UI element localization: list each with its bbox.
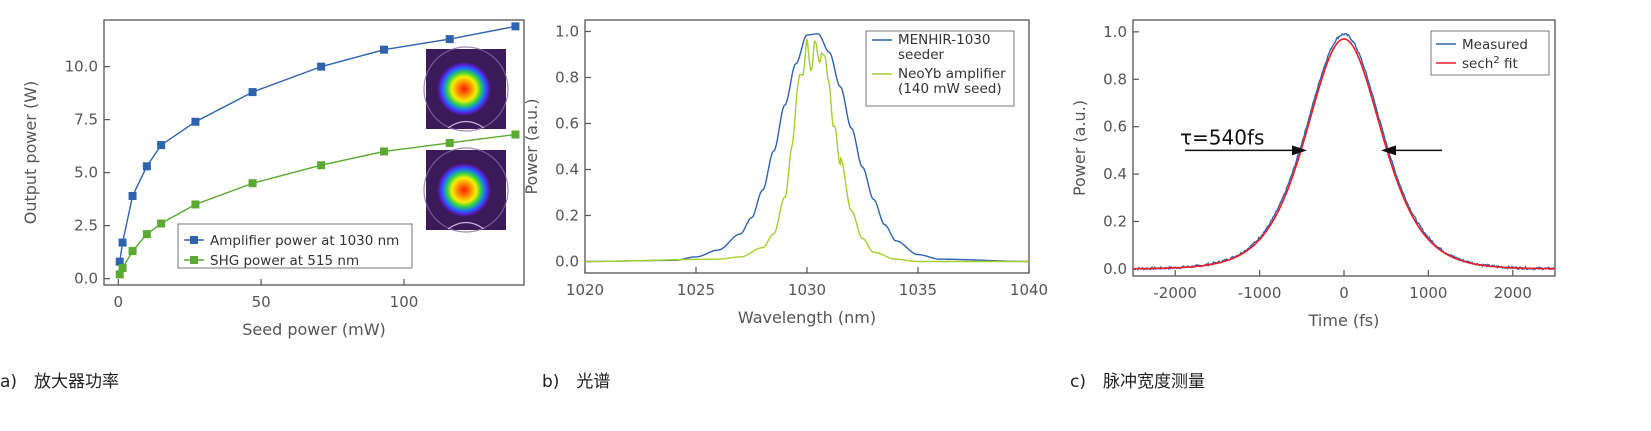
y-tick-label: 0.6 xyxy=(1103,118,1127,136)
y-tick-label: 1.0 xyxy=(555,23,579,41)
x-tick-label: 100 xyxy=(390,293,419,311)
caption-b: b) 光谱 xyxy=(542,372,610,392)
x-tick-label: 0 xyxy=(114,293,124,311)
y-tick-label: 0.4 xyxy=(1103,165,1127,183)
caption-a: a) 放大器功率 xyxy=(0,372,119,392)
data-point-amplifier xyxy=(317,62,326,71)
data-point-shg xyxy=(511,130,520,139)
data-point-shg xyxy=(248,179,257,188)
data-point-shg xyxy=(380,147,388,156)
legend-label: sech2 fit xyxy=(1462,55,1518,72)
y-tick-label: 1.0 xyxy=(1103,23,1127,41)
legend-label: Measured xyxy=(1462,37,1528,53)
x-tick-label: 1000 xyxy=(1409,284,1447,302)
beam-spot xyxy=(437,62,491,116)
y-tick-label: 2.5 xyxy=(74,217,98,235)
legend-marker xyxy=(190,236,198,244)
caption-c: c) 脉冲宽度测量 xyxy=(1070,372,1205,392)
y-axis-label: Output power (W) xyxy=(21,81,40,225)
y-tick-label: 5.0 xyxy=(74,164,98,182)
y-tick-label: 0.6 xyxy=(555,115,579,133)
data-point-amplifier xyxy=(248,88,257,97)
y-tick-label: 10.0 xyxy=(65,58,98,76)
y-tick-label: 0.0 xyxy=(1103,260,1127,278)
x-axis-label: Time (fs) xyxy=(1308,311,1380,330)
y-tick-label: 0.0 xyxy=(555,253,579,271)
data-point-amplifier xyxy=(511,22,520,31)
legend-label-tail: fit xyxy=(1500,56,1518,72)
y-axis-label: Power (a.u.) xyxy=(1070,100,1089,196)
data-point-shg xyxy=(128,247,137,256)
series-line-sech2-fit xyxy=(1132,38,1556,270)
y-tick-label: 0.2 xyxy=(1103,212,1127,230)
x-tick-label: -2000 xyxy=(1153,284,1197,302)
y-tick-label: 0.0 xyxy=(74,270,98,288)
x-tick-label: -1000 xyxy=(1238,284,1282,302)
data-point-shg xyxy=(191,200,200,209)
beam-halo-ring xyxy=(423,147,509,233)
data-point-amplifier xyxy=(380,45,388,54)
data-point-shg xyxy=(445,138,454,147)
data-point-shg xyxy=(115,270,124,279)
x-tick-label: 1025 xyxy=(677,281,715,299)
legend-label: SHG power at 515 nm xyxy=(210,253,359,269)
legend-label: (140 mW seed) xyxy=(898,81,1002,97)
data-point-amplifier xyxy=(445,35,454,44)
legend-label: MENHIR-1030 xyxy=(898,32,990,48)
data-point-shg xyxy=(118,264,127,273)
data-point-amplifier xyxy=(128,191,137,200)
data-point-amplifier xyxy=(191,117,200,126)
data-point-shg xyxy=(157,219,166,228)
legend-label-base: sech xyxy=(1462,56,1493,72)
fwhm-arrow-left-head xyxy=(1292,145,1307,156)
y-tick-label: 7.5 xyxy=(74,111,98,129)
legend-label-superscript: 2 xyxy=(1493,55,1499,66)
legend-label: Amplifier power at 1030 nm xyxy=(210,233,399,249)
y-tick-label: 0.2 xyxy=(555,207,579,225)
x-tick-label: 2000 xyxy=(1494,284,1532,302)
legend-label: NeoYb amplifier xyxy=(898,66,1006,82)
fwhm-arrow-right-head xyxy=(1381,145,1396,156)
x-tick-label: 1035 xyxy=(899,281,937,299)
legend-marker xyxy=(190,256,198,264)
series-line-amplifier xyxy=(585,39,1029,263)
legend: Measured sech2 fit xyxy=(1430,30,1550,76)
beam-halo-ring xyxy=(423,46,509,132)
beam-spot xyxy=(437,163,491,217)
legend-box xyxy=(1430,30,1550,76)
x-tick-label: 0 xyxy=(1339,284,1349,302)
panel-a-amplifier-power: 0 50 100 0.0 2.5 5.0 7.5 10.0 Seed power (mW) Out… xyxy=(21,19,525,339)
data-point-amplifier xyxy=(157,141,166,150)
x-axis-label: Seed power (mW) xyxy=(242,320,386,339)
x-tick-label: 1030 xyxy=(788,281,826,299)
y-tick-label: 0.8 xyxy=(555,69,579,87)
legend: Amplifier power at 1030 nm SHG power at 5… xyxy=(177,223,413,269)
x-axis-label: Wavelength (nm) xyxy=(738,308,876,327)
panel-c-pulse-width: -2000 -1000 0 1000 2000 0.0 0.2 0.4 0.6 0.8 1.0 Tim… xyxy=(1070,19,1556,330)
panel-b-spectrum: 1020 1025 1030 1035 1040 0.0 0.2 0.4 0.6 0.8 1.0 Wa… xyxy=(522,19,1048,327)
data-point-amplifier xyxy=(142,162,151,171)
x-tick-label: 50 xyxy=(252,293,271,311)
legend-box xyxy=(865,30,1015,107)
legend-label: seeder xyxy=(898,47,945,63)
y-tick-label: 0.4 xyxy=(555,161,579,179)
pulse-width-annotation: τ=540fs xyxy=(1180,125,1264,149)
beam-arc xyxy=(447,120,485,129)
plot-frame xyxy=(103,19,525,286)
y-tick-label: 0.8 xyxy=(1103,70,1127,88)
beam-arc xyxy=(447,221,485,230)
legend-box xyxy=(177,223,413,269)
data-point-shg xyxy=(317,161,326,170)
x-tick-label: 1020 xyxy=(566,281,604,299)
y-axis-label: Power (a.u.) xyxy=(522,98,541,194)
data-point-shg xyxy=(142,230,151,239)
x-tick-label: 1040 xyxy=(1010,281,1048,299)
data-point-amplifier xyxy=(118,238,127,247)
data-point-amplifier xyxy=(115,257,124,266)
